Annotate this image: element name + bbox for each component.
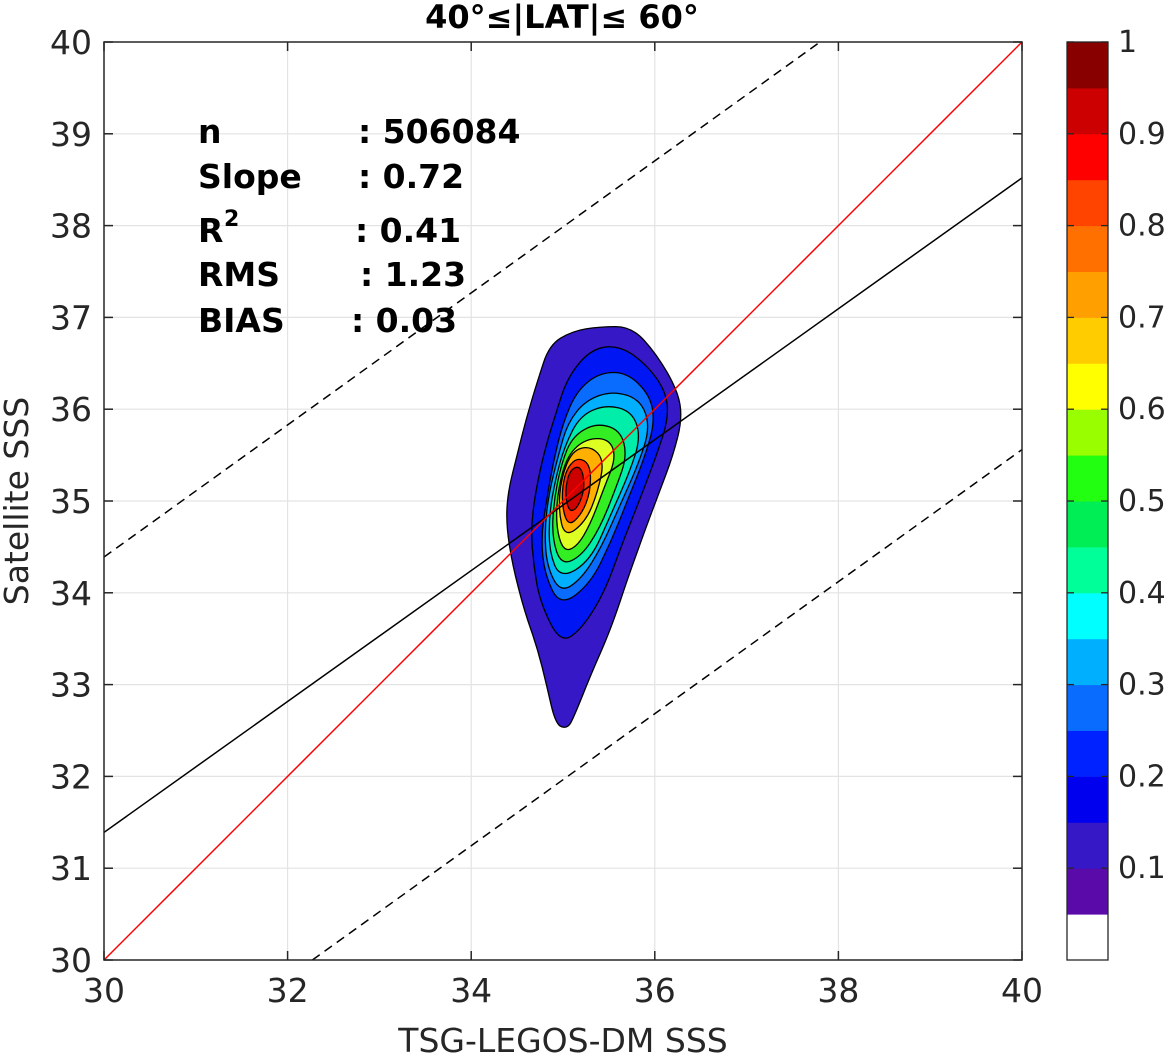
colorbar-segment <box>1067 592 1108 640</box>
upper-bound-line <box>104 42 821 558</box>
colorbar-segment <box>1067 42 1108 89</box>
colorbar-tick-label: 0.6 <box>1118 392 1166 427</box>
stat-superscript: 2 <box>224 207 239 232</box>
x-axis-label: TSG-LEGOS-DM SSS <box>397 1021 727 1055</box>
stat-value: : 1.23 <box>360 255 466 294</box>
colorbar-tick-label: 0.1 <box>1118 851 1166 886</box>
colorbar-segment <box>1067 546 1108 594</box>
stat-label: R <box>198 211 223 250</box>
colorbar-tick-label: 0.7 <box>1118 300 1166 335</box>
y-tick-label: 34 <box>50 574 92 613</box>
stat-label: BIAS <box>198 301 285 340</box>
one-to-one-line <box>104 42 1022 960</box>
colorbar-segment <box>1067 363 1108 410</box>
colorbar-segment <box>1067 133 1108 181</box>
x-tick-label: 40 <box>1001 971 1043 1010</box>
stat-label: RMS <box>198 255 280 294</box>
colorbar-segment <box>1067 868 1108 915</box>
y-tick-label: 35 <box>50 482 92 521</box>
colorbar-tick-label: 0.5 <box>1118 484 1166 519</box>
colorbar-segment <box>1067 684 1108 731</box>
colorbar-segment <box>1067 271 1108 318</box>
colorbar-segment <box>1067 776 1108 823</box>
regression-line <box>104 177 1022 834</box>
grid-lines <box>104 42 1022 960</box>
colorbar-segment <box>1067 225 1108 272</box>
chart-title: 40°≤|LAT|≤ 60° <box>425 0 699 37</box>
colorbar-segment <box>1067 317 1108 364</box>
colorbar: 0.1 0.2 0.3 0.4 0.5 0.6 0.7 0.8 0.9 1 <box>1066 25 1166 961</box>
colorbar-segment <box>1067 179 1108 227</box>
x-tick-label: 32 <box>267 971 309 1010</box>
stat-value: : 0.72 <box>358 157 464 196</box>
y-axis-label: Satellite SSS <box>0 397 36 606</box>
y-tick-label: 37 <box>50 298 92 337</box>
colorbar-segment <box>1067 409 1108 456</box>
y-tick-label: 31 <box>50 849 92 888</box>
stat-label: n <box>198 112 222 151</box>
y-tick-label: 30 <box>50 941 92 980</box>
fit-lines <box>104 42 1022 960</box>
colorbar-tick-label: 1 <box>1118 25 1137 60</box>
stats-box: n : 506084 Slope : 0.72 R 2 : 0.41 RMS : 1.23 BIA… <box>198 112 520 340</box>
colorbar-segment <box>1067 638 1108 686</box>
colorbar-segment <box>1067 914 1108 961</box>
colorbar-segment <box>1067 455 1108 502</box>
y-tick-label: 40 <box>50 23 92 62</box>
axis-ticks: 30 32 34 36 38 40 30 31 32 33 34 35 36 37 38 39 40 <box>50 23 1043 1010</box>
x-tick-label: 38 <box>817 971 859 1010</box>
colorbar-segment <box>1067 822 1108 869</box>
colorbar-tick-label: 0.8 <box>1118 209 1166 244</box>
colorbar-segment <box>1067 501 1108 548</box>
y-tick-label: 32 <box>50 757 92 796</box>
x-tick-label: 30 <box>83 971 125 1010</box>
y-tick-label: 33 <box>50 666 92 705</box>
colorbar-segment <box>1067 730 1108 777</box>
y-tick-label: 36 <box>50 390 92 429</box>
stat-value: : 0.41 <box>355 211 461 250</box>
y-tick-label: 39 <box>50 115 92 154</box>
colorbar-segment <box>1067 87 1108 135</box>
colorbar-tick-label: 0.9 <box>1118 117 1166 152</box>
x-tick-label: 34 <box>450 971 492 1010</box>
colorbar-tick-label: 0.4 <box>1118 576 1166 611</box>
x-tick-label: 36 <box>634 971 676 1010</box>
y-tick-label: 38 <box>50 207 92 246</box>
colorbar-tick-label: 0.3 <box>1118 668 1166 703</box>
stat-value: : 0.03 <box>351 301 457 340</box>
colorbar-tick-label: 0.2 <box>1118 759 1166 794</box>
lower-bound-line <box>311 448 1022 960</box>
stat-value: : 506084 <box>358 112 520 151</box>
stat-label: Slope <box>198 157 302 196</box>
